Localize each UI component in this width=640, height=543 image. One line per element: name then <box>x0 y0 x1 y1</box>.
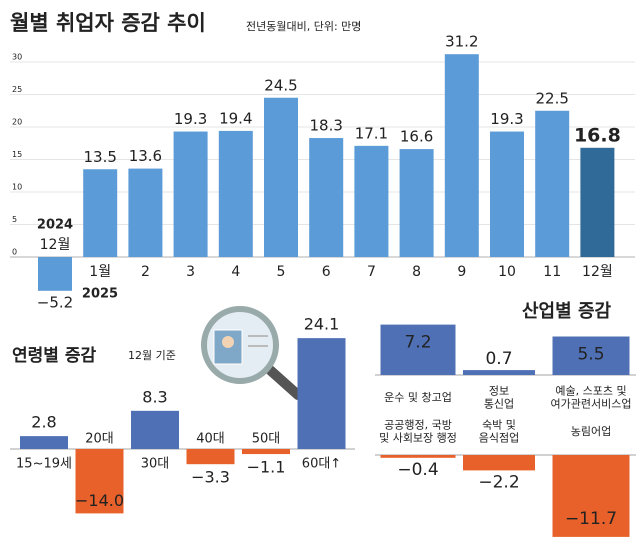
value-label: 22.5 <box>535 89 568 107</box>
bar <box>242 449 290 455</box>
x-tick-label: 15~19세 <box>16 457 72 472</box>
bar <box>186 449 235 465</box>
y-tick-label: 5 <box>12 215 17 224</box>
value-label: 13.6 <box>129 147 162 165</box>
x-tick-label: 6 <box>322 264 331 280</box>
value-label: 18.3 <box>309 117 342 135</box>
x-tick-label: 60대↑ <box>302 457 341 472</box>
x-tick-label: 1월 <box>89 264 111 280</box>
bar <box>75 449 124 514</box>
bar <box>399 149 434 257</box>
bar <box>580 147 615 257</box>
x-tick-label: 5 <box>277 264 286 280</box>
value-label: 5.5 <box>577 345 604 365</box>
value-label: 19.4 <box>219 109 252 127</box>
bar <box>535 110 570 257</box>
chart-title: 연령별 증감 <box>12 345 96 366</box>
bar <box>380 324 456 375</box>
bar <box>173 131 208 257</box>
value-label: −1.1 <box>247 458 286 477</box>
year-label: 2025 <box>82 287 118 302</box>
value-label: 19.3 <box>490 110 523 128</box>
bar <box>131 410 179 449</box>
bar <box>463 455 535 471</box>
value-label: −5.2 <box>37 293 73 311</box>
x-tick-label: 4 <box>231 264 240 280</box>
x-tick-label: 9 <box>457 264 466 280</box>
x-tick-label: 숙박 및 음식점업 <box>479 419 519 445</box>
value-label: 2.8 <box>31 413 56 432</box>
value-label: 13.5 <box>83 148 116 166</box>
value-label: 16.8 <box>574 124 621 146</box>
bar <box>380 455 456 458</box>
chart-title: 월별 취업자 증감 추이 <box>10 11 206 35</box>
y-tick-label: 25 <box>12 85 22 94</box>
x-tick-label: 8 <box>412 264 421 280</box>
bar <box>552 336 630 375</box>
bar <box>463 370 535 375</box>
bar <box>297 338 346 449</box>
x-tick-label: 10 <box>498 264 516 280</box>
value-label: 8.3 <box>142 387 167 406</box>
value-label: 17.1 <box>355 124 388 142</box>
x-tick-label: 50대 <box>252 432 281 447</box>
chart-subtitle: 12월 기준 <box>128 349 176 362</box>
bar <box>552 455 630 537</box>
x-tick-label: 20대 <box>85 432 114 447</box>
magnifier-icon <box>201 306 303 400</box>
y-tick-label: 10 <box>12 183 22 192</box>
value-label: −2.2 <box>478 472 519 492</box>
y-tick-label: 30 <box>12 53 22 62</box>
bar <box>490 131 524 257</box>
value-label: −3.3 <box>191 468 230 487</box>
bar <box>128 168 163 257</box>
chart-title: 산업별 증감 <box>522 301 612 322</box>
bar <box>354 145 389 257</box>
x-tick-label: 30대 <box>141 457 170 472</box>
x-tick-label: 농림어업 <box>571 425 611 438</box>
value-label: −11.7 <box>565 509 617 529</box>
y-tick-label: 0 <box>12 248 17 257</box>
bar <box>444 54 479 258</box>
value-label: 24.5 <box>264 76 297 94</box>
x-tick-label: 40대 <box>196 432 225 447</box>
x-tick-label: 11 <box>543 264 561 280</box>
year-label: 2024 <box>37 218 73 233</box>
bar <box>264 97 298 257</box>
value-label: −0.4 <box>397 460 438 480</box>
value-label: 24.1 <box>304 315 340 334</box>
x-tick-label: 정보 통신업 <box>484 385 514 411</box>
x-tick-label: 12월 <box>582 264 613 280</box>
x-tick-label: 7 <box>367 264 376 280</box>
bar <box>38 257 72 291</box>
x-tick-label: 예술, 스포츠 및 여가관련서비스업 <box>551 385 632 411</box>
bar <box>20 436 68 449</box>
y-tick-label: 20 <box>12 118 22 127</box>
chart-subtitle: 전년동월대비, 단위: 만명 <box>246 20 361 33</box>
x-tick-label: 2 <box>141 264 150 280</box>
value-label: 19.3 <box>174 110 207 128</box>
x-tick-label: 12월 <box>40 237 71 253</box>
x-tick-label: 운수 및 창고업 <box>384 391 452 404</box>
value-label: −14.0 <box>75 491 124 510</box>
bar <box>309 138 344 257</box>
x-tick-label: 3 <box>186 264 195 280</box>
y-tick-label: 15 <box>12 150 22 159</box>
value-label: 0.7 <box>485 349 512 369</box>
value-label: 31.2 <box>445 33 478 51</box>
value-label: 16.6 <box>400 128 433 146</box>
value-label: 7.2 <box>404 333 431 353</box>
x-tick-label: 공공행정, 국방 및 사회보장 행정 <box>379 419 457 445</box>
bar <box>83 169 118 257</box>
bar <box>218 130 253 257</box>
